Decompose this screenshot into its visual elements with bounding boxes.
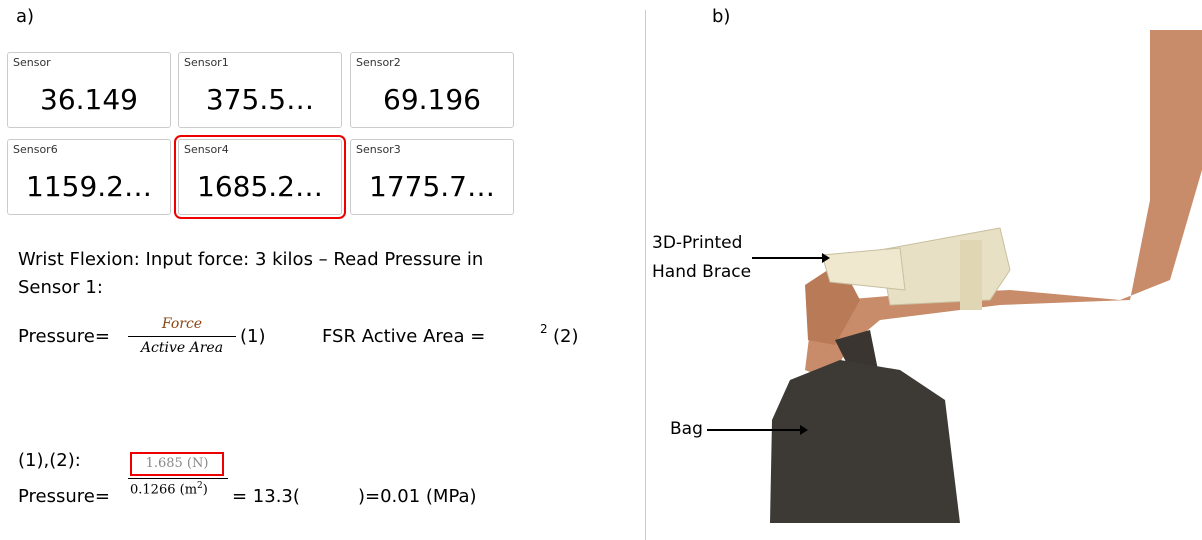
- annotation: Hand Brace: [652, 262, 751, 282]
- bag: [770, 360, 960, 523]
- arm: [805, 30, 1202, 380]
- annotation: 3D-Printed: [652, 233, 742, 253]
- strap: [960, 240, 982, 310]
- annotation: Bag: [670, 419, 703, 439]
- photo: [0, 0, 1202, 540]
- figure: a) b) Sensor36.149Sensor1375.5…Sensor269…: [0, 0, 1202, 540]
